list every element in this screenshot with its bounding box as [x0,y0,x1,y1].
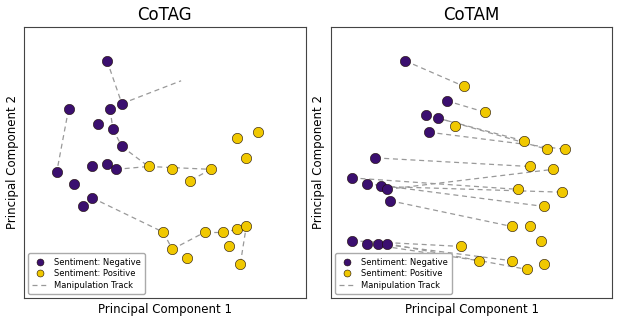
Point [117,144,127,149]
Point [111,167,121,172]
Point [108,127,118,132]
Point [373,241,383,246]
Point [87,164,97,169]
Point [87,195,97,201]
Point [540,204,549,209]
Point [376,184,386,189]
Point [451,124,460,129]
Point [52,170,62,175]
Point [242,155,252,160]
Point [347,238,357,243]
Point [117,101,127,106]
Title: CoTAG: CoTAG [138,5,192,24]
Legend: Sentiment: Negative, Sentiment: Positive, Manipulation Track: Sentiment: Negative, Sentiment: Positive… [28,253,145,294]
Point [167,167,177,172]
Point [218,230,227,235]
Point [362,181,371,186]
Point [519,138,528,143]
Title: CoTAM: CoTAM [444,5,500,24]
Point [507,224,517,229]
Point [480,109,490,115]
Point [386,198,396,203]
Point [224,244,234,249]
Point [433,115,442,120]
Point [525,164,535,169]
Point [421,112,431,118]
Point [232,227,242,232]
Point [93,121,103,126]
Y-axis label: Principal Component 2: Principal Component 2 [313,95,326,229]
Point [371,155,381,160]
Point [167,247,177,252]
Point [536,238,546,243]
Point [70,181,80,186]
Point [474,258,484,263]
Point [362,241,371,246]
Point [383,187,392,192]
Point [424,130,434,135]
Point [459,84,469,89]
Point [457,244,467,249]
Y-axis label: Principal Component 2: Principal Component 2 [6,95,19,229]
Point [200,230,210,235]
X-axis label: Principal Component 1: Principal Component 1 [405,303,539,317]
Point [102,58,112,63]
Point [242,224,252,229]
Point [400,58,410,63]
Point [548,167,558,172]
Point [513,187,523,192]
Point [206,167,216,172]
Point [383,241,392,246]
Point [102,161,112,166]
Point [158,230,168,235]
Point [347,175,357,181]
X-axis label: Principal Component 1: Principal Component 1 [98,303,232,317]
Point [442,98,452,103]
Point [232,135,242,140]
Point [507,258,517,263]
Point [543,147,552,152]
Point [185,178,195,183]
Legend: Sentiment: Negative, Sentiment: Positive, Manipulation Track: Sentiment: Negative, Sentiment: Positive… [335,253,452,294]
Point [182,255,192,260]
Point [143,164,153,169]
Point [557,190,567,195]
Point [560,147,570,152]
Point [522,267,531,272]
Point [525,224,535,229]
Point [253,130,263,135]
Point [105,107,115,112]
Point [235,261,245,266]
Point [64,107,74,112]
Point [78,204,88,209]
Point [540,261,549,266]
